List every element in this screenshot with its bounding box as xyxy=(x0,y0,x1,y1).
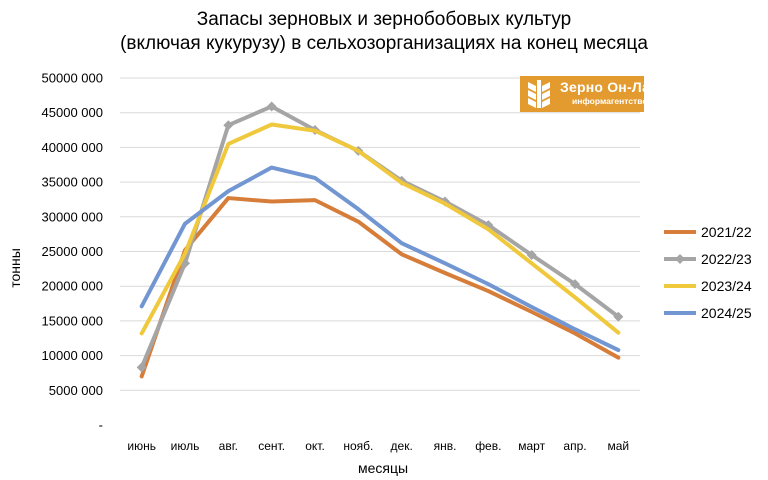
x-tick-label: апр. xyxy=(563,439,586,453)
y-tick-label: 35000 000 xyxy=(42,175,103,190)
legend-marker xyxy=(675,254,685,264)
x-tick-label: дек. xyxy=(391,439,413,453)
series-line xyxy=(139,122,621,336)
x-tick-label: июнь xyxy=(127,439,156,453)
series-lines xyxy=(136,101,624,379)
series-line xyxy=(139,196,621,379)
series-2024-25 xyxy=(139,165,621,353)
y-tick-label: - xyxy=(99,418,103,433)
wheat-icon xyxy=(528,80,550,108)
x-tick-label: май xyxy=(608,439,630,453)
legend-label: 2023/24 xyxy=(701,278,752,294)
data-point xyxy=(266,101,277,112)
y-tick-label: 15000 000 xyxy=(42,313,103,328)
legend-item: 2022/23 xyxy=(664,251,752,267)
data-point xyxy=(136,362,147,373)
legend-item: 2023/24 xyxy=(664,278,752,294)
chart-title-line-2: (включая кукурузу) в сельхозорганизациях… xyxy=(120,33,648,54)
y-tick-label: 25000 000 xyxy=(42,244,103,259)
y-tick-label: 5000 000 xyxy=(49,383,103,398)
legend-label: 2024/25 xyxy=(701,305,752,321)
y-tick-label: 45000 000 xyxy=(42,105,103,120)
y-tick-label: 10000 000 xyxy=(42,348,103,363)
x-tick-label: янв. xyxy=(434,439,457,453)
x-tick-label: июль xyxy=(171,439,200,453)
logo-name: Зерно Он-Лайн xyxy=(560,79,668,95)
data-point xyxy=(613,311,624,322)
series-line xyxy=(139,165,621,353)
y-tick-label: 30000 000 xyxy=(42,209,103,224)
legend-label: 2021/22 xyxy=(701,224,752,240)
y-tick-label: 20000 000 xyxy=(42,279,103,294)
x-tick-label: сент. xyxy=(258,439,285,453)
y-tick-label: 50000 000 xyxy=(42,71,103,86)
chart-title: Запасы зерновых и зернобобовых культур (… xyxy=(0,8,768,56)
x-tick-label: окт. xyxy=(305,439,325,453)
data-point xyxy=(223,120,234,131)
zerno-online-logo: Зерно Он-Лайн информагентство xyxy=(520,76,667,112)
legend-item: 2021/22 xyxy=(664,224,752,240)
x-tick-label: авг. xyxy=(219,439,238,453)
y-tick-label: 40000 000 xyxy=(42,140,103,155)
x-tick-label: нояб. xyxy=(343,439,373,453)
legend-item: 2024/25 xyxy=(664,305,752,321)
x-axis-ticks: июнь июль авг. сент. окт. нояб. дек. янв. фев. ма… xyxy=(127,439,629,453)
x-tick-label: фев. xyxy=(475,439,501,453)
data-point xyxy=(570,279,580,290)
y-axis-ticks: - 5000 000 10000 000 15000 000 20000 000 2500… xyxy=(42,71,103,433)
x-axis-label: месяцы xyxy=(358,460,408,476)
x-tick-label: март xyxy=(518,439,545,453)
chart-title-line-1: Запасы зерновых и зернобобовых культур xyxy=(196,9,572,30)
legend-label: 2022/23 xyxy=(701,251,752,267)
data-point xyxy=(526,249,537,260)
legend: 2021/22 2022/23 2023/24 2024/25 xyxy=(664,224,752,321)
logo-subtitle: информагентство xyxy=(572,96,648,106)
series-2021-22 xyxy=(139,196,621,379)
y-axis-label: тонны xyxy=(7,248,23,288)
series-2023-24 xyxy=(139,122,621,336)
